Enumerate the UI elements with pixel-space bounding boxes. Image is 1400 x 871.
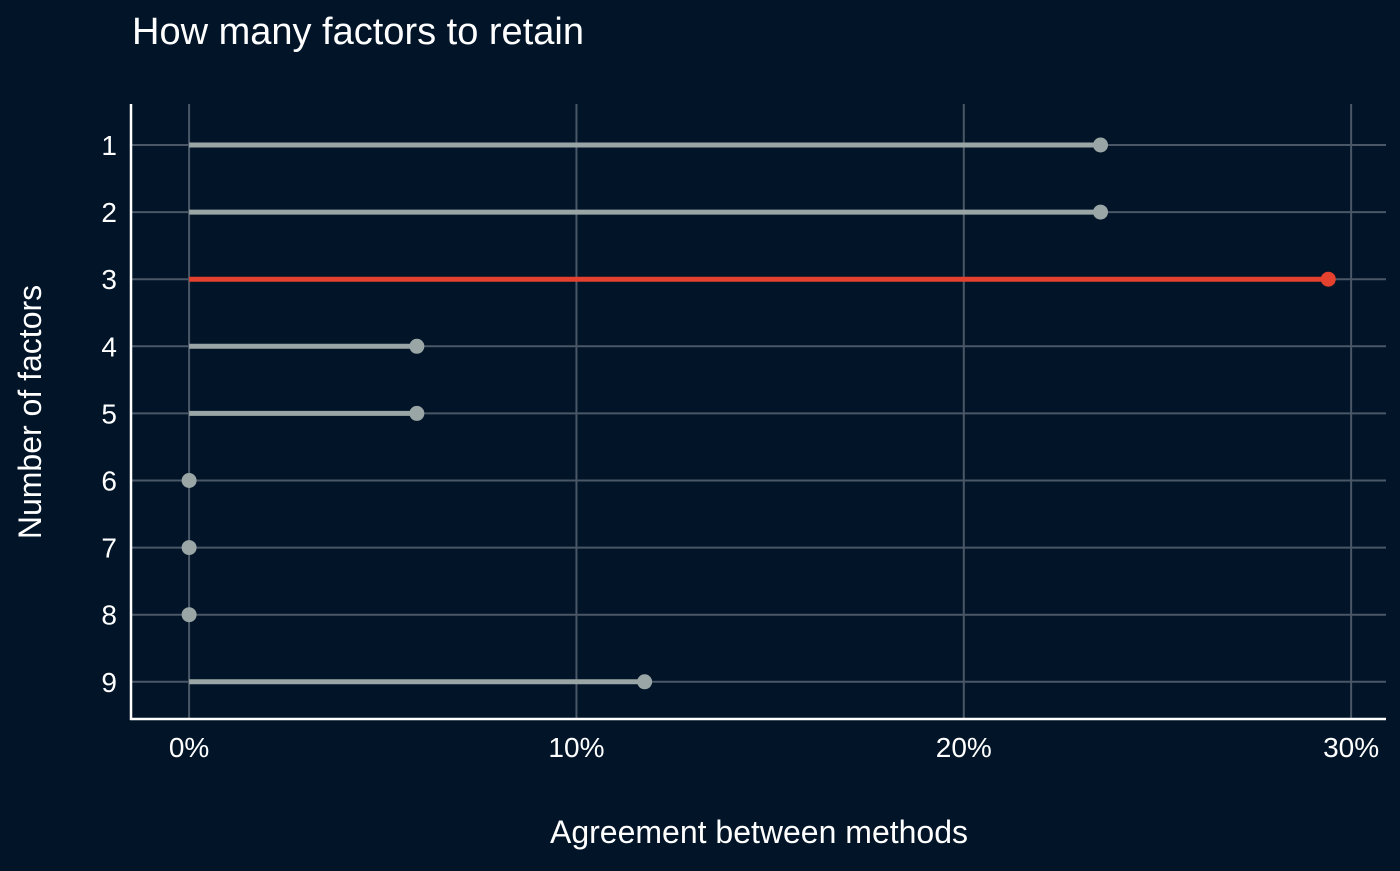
y-tick-label: 4: [101, 331, 117, 362]
y-tick-label: 3: [101, 264, 117, 295]
lollipop-point: [181, 607, 197, 623]
lollipop-point: [637, 674, 653, 690]
y-axis-title: Number of factors: [12, 285, 48, 539]
x-tick-label: 10%: [548, 732, 604, 763]
x-tick-label: 30%: [1323, 732, 1379, 763]
y-tick-label: 7: [101, 533, 117, 564]
lollipop-point: [181, 473, 197, 488]
lollipop-point: [409, 405, 425, 421]
lollipop-point: [1093, 204, 1109, 220]
lollipop-point: [181, 540, 197, 556]
axis-layer: [129, 104, 1386, 721]
x-axis-title: Agreement between methods: [550, 814, 968, 850]
lollipop-point: [409, 338, 425, 354]
x-tick-label: 0%: [169, 732, 209, 763]
chart-title: How many factors to retain: [132, 11, 584, 53]
y-tick-label: 9: [101, 667, 117, 698]
y-tick-label: 5: [101, 398, 117, 429]
y-tick-label: 2: [101, 197, 117, 228]
x-tick-label: 20%: [936, 732, 992, 763]
marks-layer: [181, 137, 1336, 690]
ticks-layer: 0% 10% 20% 30% 1 2 3 4 5 6 7 8 9: [101, 130, 1379, 763]
y-tick-label: 8: [101, 600, 117, 631]
y-tick-label: 6: [101, 466, 117, 497]
y-tick-label: 1: [101, 130, 117, 161]
lollipop-point: [1320, 271, 1336, 287]
lollipop-point: [1093, 137, 1109, 153]
